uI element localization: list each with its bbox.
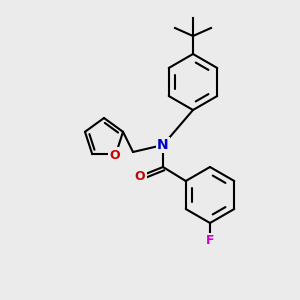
Text: O: O <box>135 169 145 182</box>
Text: N: N <box>157 138 169 152</box>
Text: O: O <box>110 149 120 162</box>
Text: F: F <box>206 235 214 248</box>
